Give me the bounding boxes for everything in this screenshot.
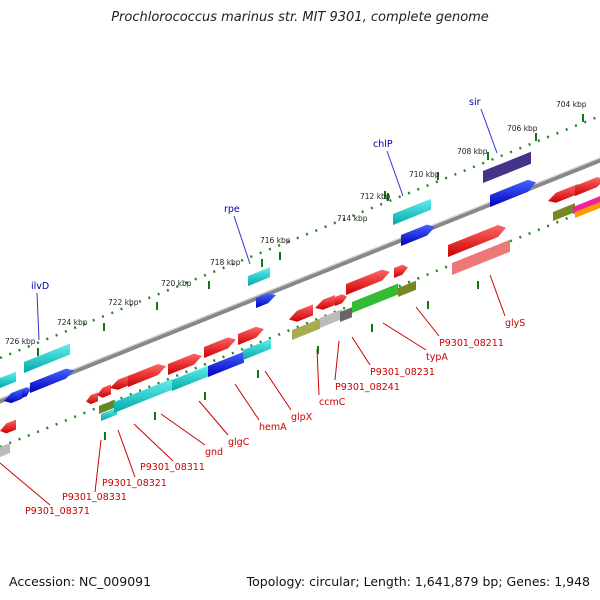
gene-feature <box>243 338 271 360</box>
scale-tick-label: 706 kbp <box>507 124 538 133</box>
gene-feature <box>320 309 342 328</box>
gene-leader-line <box>351 336 371 366</box>
gene-feature <box>346 269 390 295</box>
scale-tick-label: 718 kbp <box>210 258 241 267</box>
scale-tick-label: 724 kbp <box>57 318 88 327</box>
gene-feature <box>289 304 313 322</box>
gene-leader-line <box>0 462 51 506</box>
gene-leader-line <box>480 108 498 154</box>
gene-label: P9301_08241 <box>335 382 400 393</box>
gene-feature <box>128 363 166 387</box>
gene-label: glyS <box>505 318 525 329</box>
gene-feature <box>204 337 236 358</box>
gene-leader-line <box>415 306 440 337</box>
gene-feature <box>4 388 22 404</box>
gene-label: P9301_08231 <box>370 367 435 378</box>
gene-leader-line <box>334 340 340 381</box>
scale-tick-label: 712 kbp <box>360 192 391 201</box>
gene-feature <box>393 198 431 225</box>
gene-leader-line <box>382 322 427 351</box>
gene-feature <box>248 267 270 286</box>
accession-text: Accession: NC_009091 <box>9 574 152 589</box>
gene-label: ccmC <box>319 397 346 408</box>
gene-label: hemA <box>259 422 287 433</box>
gene-feature <box>340 307 352 322</box>
scale-tick-label: 716 kbp <box>260 236 291 245</box>
gene-feature <box>0 442 10 457</box>
gene-leader-line <box>234 383 260 421</box>
gene-feature <box>335 294 347 306</box>
gene-leader-line <box>264 370 292 411</box>
gene-leader-line <box>94 439 102 493</box>
gene-feature <box>101 407 117 421</box>
gene-leader-line <box>489 274 506 317</box>
scale-ticks: 726 kbp 724 kbp 722 kbp 720 kbp 718 kbp 716 k… <box>5 100 587 440</box>
map-title: Prochlorococcus marinus str. MIT 9301, c… <box>111 10 489 25</box>
gene-feature <box>575 177 600 196</box>
gene-label: chlP <box>373 139 393 150</box>
gene-feature <box>575 201 600 218</box>
gene-feature <box>352 283 398 313</box>
gene-label: gnd <box>205 447 223 458</box>
gene-label: P9301_08211 <box>439 338 504 349</box>
gene-feature <box>238 326 264 345</box>
gene-features <box>0 151 600 457</box>
gene-leader-line <box>316 348 320 396</box>
gene-feature <box>168 353 202 375</box>
gene-feature <box>292 318 320 340</box>
scale-tick-label: 722 kbp <box>108 298 139 307</box>
gene-feature <box>548 183 578 203</box>
gene-feature <box>172 365 208 391</box>
gene-feature <box>99 399 115 414</box>
scale-tick-label: 714 kbp <box>337 214 368 223</box>
gene-leader-line <box>117 429 136 478</box>
gene-feature <box>315 294 335 310</box>
gene-feature <box>24 343 70 373</box>
gene-label: glgC <box>228 437 250 448</box>
scale-tick-label: 710 kbp <box>409 170 440 179</box>
gene-label: P9301_08311 <box>140 462 205 473</box>
gene-feature <box>553 203 575 221</box>
gene-feature <box>448 224 506 257</box>
gene-leader-line <box>133 423 174 462</box>
gene-feature <box>0 419 16 434</box>
gene-feature <box>256 293 276 308</box>
gene-feature <box>573 196 600 214</box>
gene-label: P9301_08321 <box>102 478 167 489</box>
scale-tick-label: 704 kbp <box>556 100 587 109</box>
gene-label: P9301_08331 <box>62 492 127 503</box>
gene-feature <box>0 371 16 388</box>
gene-feature <box>110 374 130 390</box>
gene-labels: ilvD rpe chlP sir P9301_08371 P9301_08331 P930… <box>0 97 525 517</box>
gene-label: P9301_08371 <box>25 506 90 517</box>
gene-feature <box>490 179 536 207</box>
gene-leader-line <box>198 400 229 436</box>
gene-feature <box>398 280 416 297</box>
gene-label: rpe <box>224 204 240 215</box>
gene-label: sir <box>469 97 481 108</box>
scale-tick-label: 720 kbp <box>161 279 192 288</box>
gene-leader-line <box>233 215 251 265</box>
gene-leader-line <box>36 292 40 341</box>
gene-label: ilvD <box>31 281 49 292</box>
gene-feature <box>30 368 74 393</box>
scale-tick-label: 708 kbp <box>457 147 488 156</box>
gene-feature <box>86 392 98 405</box>
gene-label: typA <box>426 352 448 363</box>
gene-feature <box>22 387 30 398</box>
gene-feature <box>401 224 435 246</box>
gene-label: glpX <box>291 412 313 423</box>
gene-feature <box>394 264 408 278</box>
gene-feature <box>483 151 531 183</box>
gene-feature <box>114 378 172 413</box>
gene-feature <box>97 384 111 398</box>
gene-leader-line <box>386 150 404 197</box>
gene-feature <box>452 239 510 275</box>
gene-feature <box>208 351 244 377</box>
scale-tick-label: 726 kbp <box>5 337 36 346</box>
genome-summary-text: Topology: circular; Length: 1,641,879 bp… <box>246 574 590 589</box>
gene-leader-line <box>160 413 206 446</box>
